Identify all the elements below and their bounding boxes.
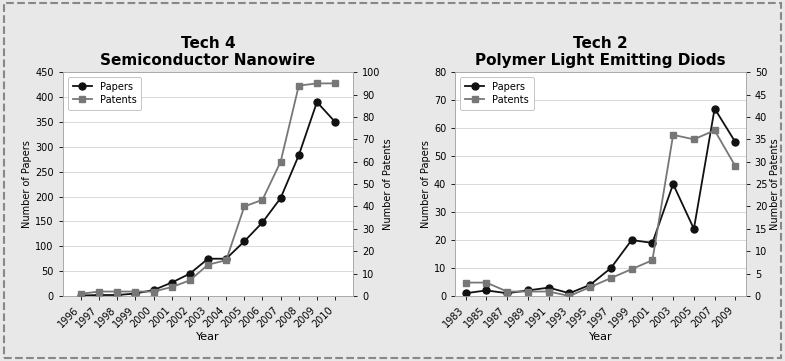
Patents: [648, 258, 657, 262]
Patents: [294, 83, 304, 88]
Line: Patents: Patents: [78, 80, 338, 297]
Patents: [203, 262, 213, 267]
Line: Papers: Papers: [462, 105, 739, 297]
Patents: [112, 290, 122, 294]
Papers: [276, 196, 286, 200]
Papers: [312, 100, 322, 104]
Papers: [294, 153, 304, 157]
Patents: [257, 197, 267, 202]
Title: Tech 4
Semiconductor Nanowire: Tech 4 Semiconductor Nanowire: [100, 36, 316, 68]
Patents: [167, 285, 177, 289]
Papers: [112, 293, 122, 297]
Patents: [482, 280, 491, 285]
Papers: [185, 271, 195, 276]
Patents: [149, 290, 159, 294]
Papers: [130, 291, 140, 296]
Papers: [221, 257, 231, 261]
Patents: [94, 290, 104, 294]
Papers: [330, 120, 340, 124]
Papers: [564, 291, 574, 295]
Papers: [544, 286, 553, 290]
Papers: [586, 283, 595, 287]
Papers: [627, 238, 637, 242]
Patents: [76, 292, 86, 296]
Legend: Papers, Patents: Papers, Patents: [460, 77, 534, 110]
Patents: [330, 81, 340, 86]
Patents: [606, 276, 615, 280]
Papers: [167, 280, 177, 285]
Papers: [669, 182, 678, 186]
Patents: [710, 128, 719, 132]
Line: Papers: Papers: [78, 99, 338, 299]
Patents: [276, 160, 286, 164]
Papers: [689, 227, 699, 231]
Patents: [502, 290, 512, 294]
X-axis label: Year: Year: [589, 332, 612, 342]
Patents: [627, 267, 637, 271]
Y-axis label: Number of Patents: Number of Patents: [383, 138, 393, 230]
Patents: [221, 258, 231, 262]
Papers: [76, 293, 86, 298]
Patents: [669, 133, 678, 137]
Papers: [203, 257, 213, 261]
Patents: [185, 278, 195, 283]
Papers: [94, 293, 104, 297]
Patents: [523, 290, 532, 294]
Patents: [689, 137, 699, 142]
Papers: [482, 288, 491, 292]
Patents: [312, 81, 322, 86]
Y-axis label: Number of Papers: Number of Papers: [22, 140, 32, 228]
Papers: [710, 106, 719, 111]
Papers: [239, 239, 249, 243]
Patents: [564, 294, 574, 298]
Patents: [239, 204, 249, 209]
Patents: [130, 290, 140, 294]
Y-axis label: Number of Patents: Number of Patents: [770, 138, 780, 230]
Patents: [544, 290, 553, 294]
Patents: [586, 285, 595, 289]
Legend: Papers, Patents: Papers, Patents: [68, 77, 141, 110]
Papers: [648, 241, 657, 245]
Papers: [502, 291, 512, 295]
Papers: [461, 291, 470, 295]
Patents: [731, 164, 740, 168]
Title: Tech 2
Polymer Light Emitting Diods: Tech 2 Polymer Light Emitting Diods: [475, 36, 726, 68]
Papers: [606, 266, 615, 270]
Papers: [149, 288, 159, 292]
Papers: [257, 220, 267, 225]
Papers: [523, 288, 532, 292]
Y-axis label: Number of Papers: Number of Papers: [421, 140, 431, 228]
X-axis label: Year: Year: [196, 332, 220, 342]
Papers: [731, 140, 740, 144]
Line: Patents: Patents: [462, 127, 739, 300]
Patents: [461, 280, 470, 285]
